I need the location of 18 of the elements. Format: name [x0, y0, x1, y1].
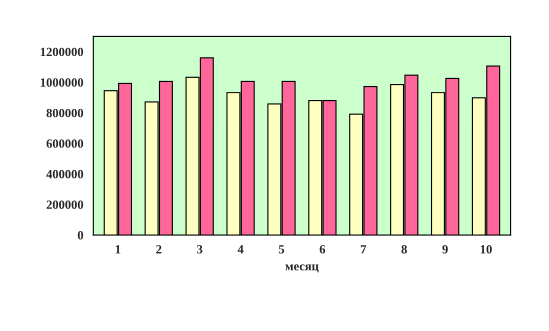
- x-tick-label: 6: [320, 245, 326, 254]
- x-tick-label: 1: [116, 245, 120, 254]
- y-tick-label: 1000000: [40, 78, 84, 87]
- x-tick-label: 2: [156, 245, 162, 254]
- x-axis-title: месяц: [285, 264, 319, 272]
- y-tick-label: 600000: [46, 139, 84, 148]
- y-tick-label: 800000: [46, 108, 84, 118]
- y-tick-label: 1200000: [40, 48, 84, 56]
- x-tick-label: 3: [197, 245, 202, 254]
- x-tick-label: 9: [442, 245, 448, 254]
- x-tick-label: 7: [360, 245, 366, 254]
- x-tick-label: 8: [402, 245, 407, 254]
- y-tick-label: 200000: [46, 200, 84, 209]
- y-tick-label: 400000: [46, 170, 84, 178]
- y-tick-label: 0: [78, 231, 84, 240]
- x-tick-label: 5: [278, 245, 284, 254]
- x-tick-label: 4: [238, 245, 244, 254]
- x-tick-label: 10: [480, 245, 492, 254]
